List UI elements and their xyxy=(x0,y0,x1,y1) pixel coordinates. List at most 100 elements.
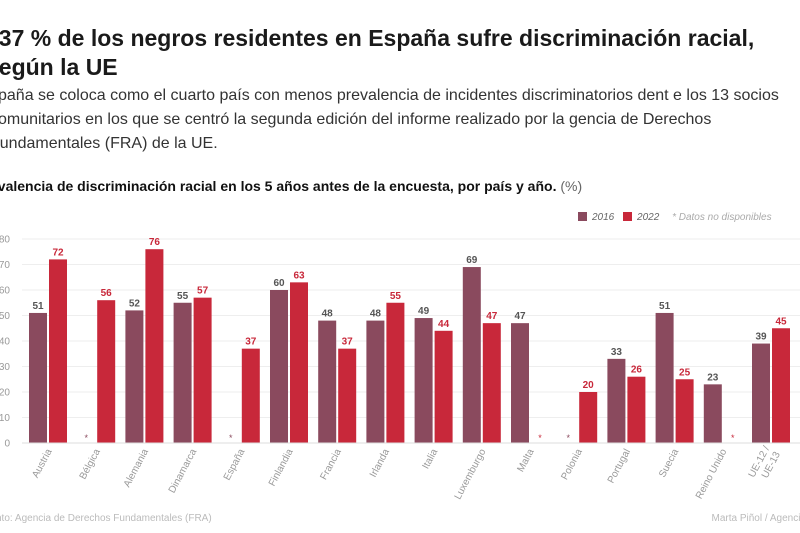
bar-2016 xyxy=(366,320,385,443)
missing-marker-2022: * xyxy=(731,433,735,443)
chart-legend: 2016 2022 * Datos no disponibles xyxy=(578,212,772,223)
data-label-2022: 25 xyxy=(679,367,691,378)
data-label-2022: 63 xyxy=(293,270,305,281)
bar-2016 xyxy=(270,290,288,443)
data-label-2016: 69 xyxy=(466,255,478,266)
bar-2022 xyxy=(579,392,598,443)
legend-swatch-2016 xyxy=(578,212,587,221)
x-tick-label: UE-12 /UE-13 xyxy=(747,444,783,485)
bar-2016 xyxy=(703,384,722,443)
data-label-2016: 48 xyxy=(322,309,334,320)
bar-2022 xyxy=(627,376,646,443)
bar-2016 xyxy=(173,302,192,443)
x-tick-label: Bélgica xyxy=(78,447,103,482)
y-tick-label: 40 xyxy=(0,337,10,348)
bar-2016 xyxy=(29,312,47,443)
data-label-2022: 47 xyxy=(486,311,498,322)
legend-item-2022: 2022 xyxy=(623,212,659,223)
legend-label-2022: 2022 xyxy=(637,212,660,223)
y-tick-label: 20 xyxy=(0,388,10,399)
missing-marker-2016: * xyxy=(84,433,88,443)
legend-item-2016: 2016 xyxy=(578,212,614,223)
bar-2022 xyxy=(434,330,453,443)
data-label-2022: 44 xyxy=(438,319,450,330)
headline: l 37 % de los negros residentes en Españ… xyxy=(0,25,755,80)
x-tick-label: Dinamarca xyxy=(167,447,200,495)
legend-note: * Datos no disponibles xyxy=(672,212,772,223)
bar-2022 xyxy=(675,379,694,443)
data-label-2022: 37 xyxy=(342,337,354,348)
x-tick-label: Luxemburgo xyxy=(453,447,489,502)
y-tick-label: 60 xyxy=(0,286,10,297)
y-tick-label: 80 xyxy=(0,235,10,246)
data-label-2016: 52 xyxy=(129,298,141,309)
bar-2022 xyxy=(338,348,357,443)
bar-2022 xyxy=(386,302,405,443)
x-tick-label: Suecia xyxy=(657,447,681,480)
bar-2022 xyxy=(290,282,308,443)
bar-2022 xyxy=(241,348,260,443)
bar-2016 xyxy=(462,267,481,443)
footer-credit: Marta Piñol / Agencia xyxy=(711,513,800,524)
data-label-2016: 51 xyxy=(32,301,44,312)
bar-2016 xyxy=(125,310,144,443)
data-label-2016: 49 xyxy=(418,306,430,317)
data-label-2022: 76 xyxy=(149,237,161,248)
x-tick-label: Alemania xyxy=(122,447,151,489)
y-tick-label: 70 xyxy=(0,260,10,271)
data-label-2016: 23 xyxy=(707,372,719,383)
x-tick-label: Malta xyxy=(515,447,536,474)
x-tick-label: Irlanda xyxy=(368,447,392,480)
chart-unit: (%) xyxy=(560,178,583,194)
data-label-2016: 33 xyxy=(611,347,623,358)
data-label-2016: 51 xyxy=(659,301,671,312)
data-label-2016: 60 xyxy=(273,278,285,289)
bar-2016 xyxy=(414,318,433,443)
data-label-2022: 57 xyxy=(197,286,209,297)
x-tick-label: Portugal xyxy=(606,447,633,485)
bar-2016 xyxy=(655,312,674,443)
chart-title-block: evalencia de discriminación racial en lo… xyxy=(0,178,582,194)
subhead: spaña se coloca como el cuarto país con … xyxy=(0,87,779,152)
data-label-2016: 47 xyxy=(514,311,526,322)
bar-2022 xyxy=(97,300,116,443)
legend-swatch-2022 xyxy=(623,212,633,221)
y-tick-label: 0 xyxy=(4,439,10,450)
x-tick-label: Francia xyxy=(318,447,344,482)
bar-2022 xyxy=(482,323,501,443)
data-label-2022: 26 xyxy=(631,365,643,376)
data-label-2022: 56 xyxy=(101,288,113,299)
data-label-2022: 45 xyxy=(775,316,787,327)
bar-2016 xyxy=(511,323,529,443)
bar-2016 xyxy=(607,358,626,443)
missing-marker-2016: * xyxy=(566,433,570,443)
bar-2022 xyxy=(49,259,67,443)
bar-2022 xyxy=(772,328,790,443)
data-label-2022: 72 xyxy=(52,247,64,258)
data-label-2016: 48 xyxy=(370,309,382,320)
bar-2022 xyxy=(193,297,212,443)
data-label-2022: 20 xyxy=(583,380,595,391)
data-label-2016: 55 xyxy=(177,291,189,302)
x-tick-label: España xyxy=(222,447,248,482)
bar-chart: 0 10 20 30 40 50 60 70 80 51 72 Austria * 56 Bélgica 52… xyxy=(0,235,800,502)
data-label-2022: 37 xyxy=(245,337,257,348)
y-tick-label: 50 xyxy=(0,311,10,322)
x-tick-label: Polonia xyxy=(559,447,585,482)
missing-marker-2016: * xyxy=(229,433,233,443)
x-tick-label: Italia xyxy=(421,447,441,471)
y-tick-label: 10 xyxy=(0,413,10,424)
bar-2016 xyxy=(752,343,770,443)
x-tick-label: Finlandia xyxy=(267,447,296,488)
chart-title: evalencia de discriminación racial en lo… xyxy=(0,178,557,194)
bar-2016 xyxy=(318,320,337,443)
footer-source: nto: Agencia de Derechos Fundamentales (… xyxy=(0,513,212,524)
x-tick-label: Austria xyxy=(30,447,55,480)
bar-2022 xyxy=(145,249,164,443)
missing-marker-2022: * xyxy=(538,433,542,443)
legend-label-2016: 2016 xyxy=(592,212,615,223)
data-label-2022: 55 xyxy=(390,291,402,302)
x-tick-label: Reino Unido xyxy=(694,447,730,501)
data-label-2016: 39 xyxy=(755,332,767,343)
